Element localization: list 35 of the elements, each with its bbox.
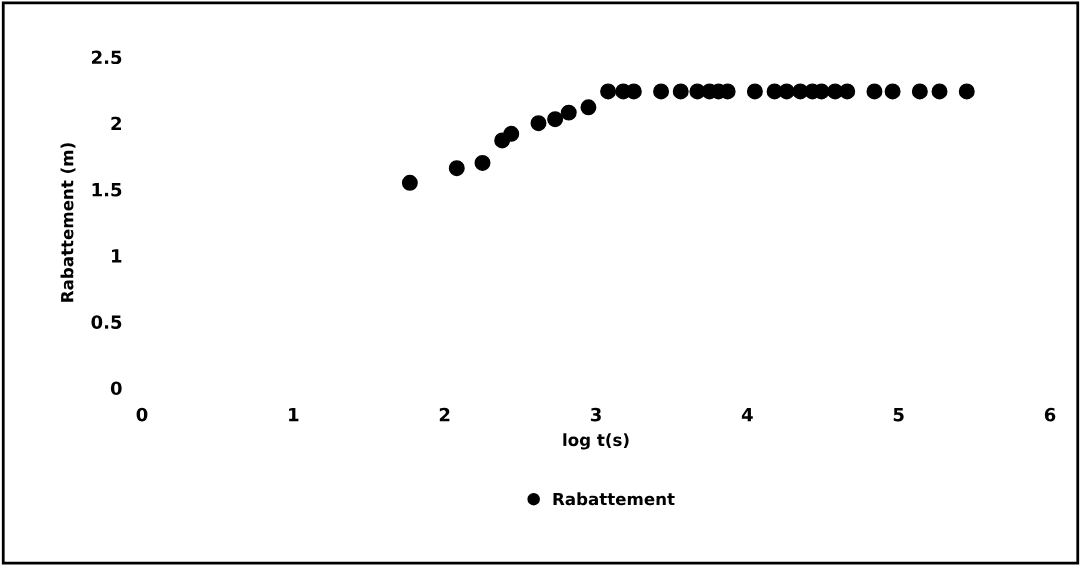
y-tick-label: 0 (110, 381, 122, 396)
x-axis-title: log t(s) (563, 433, 629, 450)
x-tick-label: 4 (741, 408, 753, 422)
point (600, 83, 617, 100)
point (547, 111, 564, 128)
y-tick-label: 1.5 (92, 183, 122, 197)
y-tick-label: 1 (112, 249, 122, 263)
point (746, 83, 763, 100)
point (580, 99, 597, 116)
y-tick-label: 2 (111, 116, 121, 131)
point (474, 154, 491, 171)
point (503, 125, 520, 142)
point (448, 160, 465, 177)
point (958, 83, 975, 100)
y-tick-label: 2.5 (92, 50, 122, 65)
x-tick-label: 1 (289, 408, 299, 422)
x-tick-label: 6 (1044, 407, 1056, 422)
point (530, 115, 547, 132)
point (931, 83, 948, 100)
point (884, 83, 901, 100)
x-tick-label: 3 (590, 407, 601, 422)
x-tick-label: 2 (439, 407, 450, 422)
point (560, 104, 577, 121)
point (866, 83, 883, 100)
point (401, 174, 418, 191)
point (911, 83, 928, 100)
x-tick-label: 5 (893, 408, 904, 422)
y-axis-title: Rabattement (m) (60, 143, 76, 302)
legend-label: Rabattement (553, 492, 675, 506)
x-tick-label: 0 (136, 407, 148, 422)
y-tick-label: 0.5 (91, 315, 122, 329)
point (672, 83, 689, 100)
point (653, 83, 670, 100)
point (839, 83, 856, 100)
point (778, 83, 795, 100)
